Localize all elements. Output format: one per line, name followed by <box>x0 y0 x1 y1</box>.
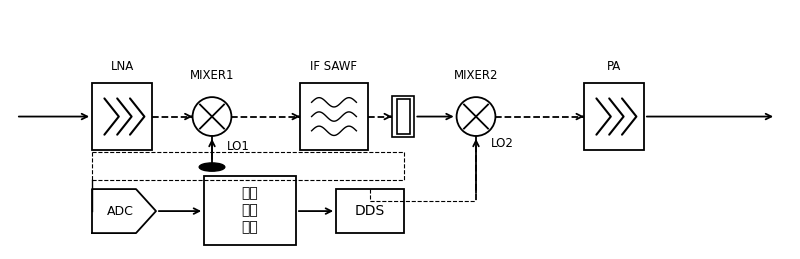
Text: LO2: LO2 <box>490 137 514 150</box>
Text: ADC: ADC <box>106 205 134 218</box>
Bar <box>397 99 410 134</box>
Text: LNA: LNA <box>110 60 134 73</box>
Text: DDS: DDS <box>355 204 385 218</box>
Text: LO1: LO1 <box>226 140 250 153</box>
Text: MIXER1: MIXER1 <box>190 69 234 82</box>
Text: 频偏: 频偏 <box>242 186 258 201</box>
Bar <box>92 83 152 150</box>
Bar <box>204 176 296 245</box>
Text: 计算: 计算 <box>242 203 258 218</box>
Text: PA: PA <box>607 60 621 73</box>
Text: IF SAWF: IF SAWF <box>310 60 358 73</box>
Circle shape <box>199 163 225 171</box>
Text: MIXER2: MIXER2 <box>454 69 498 82</box>
Bar <box>336 189 404 233</box>
Bar <box>300 83 368 150</box>
Text: 模块: 模块 <box>242 220 258 234</box>
Bar <box>392 96 414 137</box>
Bar <box>584 83 644 150</box>
